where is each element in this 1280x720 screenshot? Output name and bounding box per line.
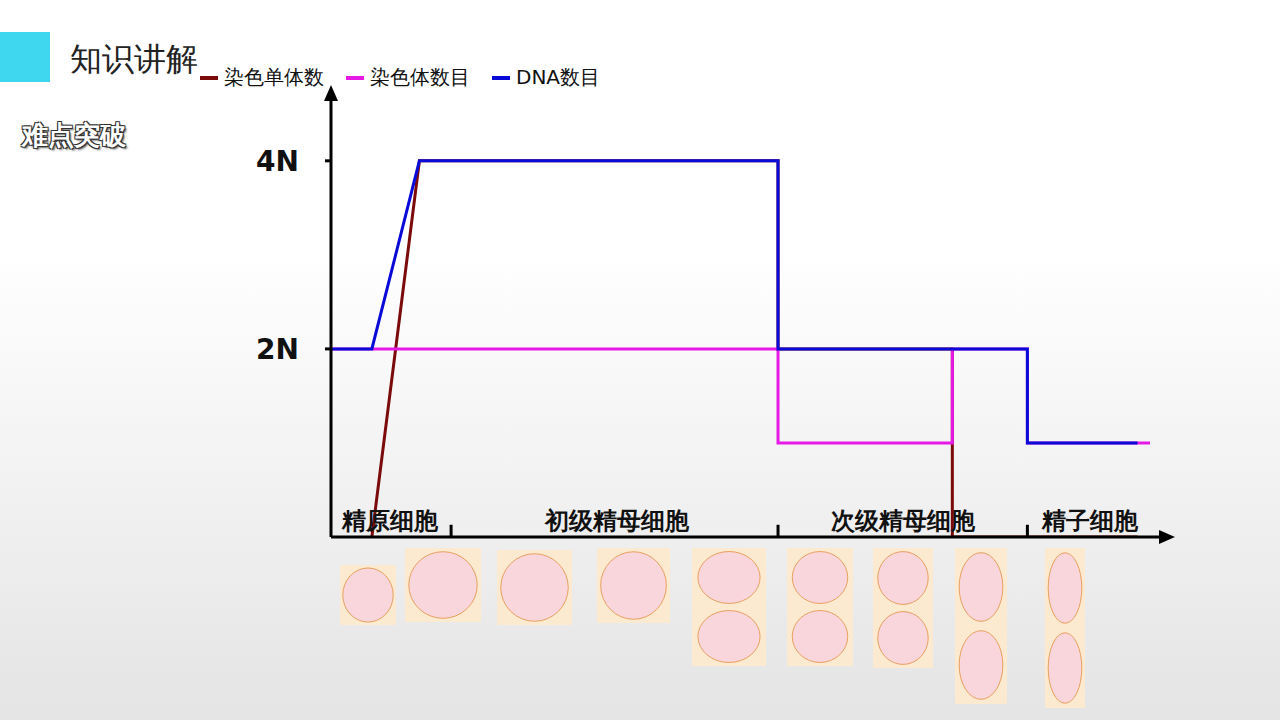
svg-text:精原细胞: 精原细胞: [341, 507, 439, 535]
html-text:染色单体数: 染色单体数: [224, 65, 324, 89]
svg-text:次级精母细胞: 次级精母细胞: [831, 507, 976, 535]
svg-text:初级精母细胞: 初级精母细胞: [544, 507, 690, 535]
html-text:知识讲解: 知识讲解: [70, 40, 198, 78]
svg-text:4N: 4N: [256, 145, 299, 178]
svg-text:2N: 2N: [256, 333, 299, 366]
svg-text:精子细胞: 精子细胞: [1041, 507, 1139, 535]
html-text:染色体数目: 染色体数目: [370, 65, 470, 89]
html-text:DNA数目: DNA数目: [516, 65, 600, 89]
html-text:难点突破: 难点突破: [22, 120, 126, 150]
